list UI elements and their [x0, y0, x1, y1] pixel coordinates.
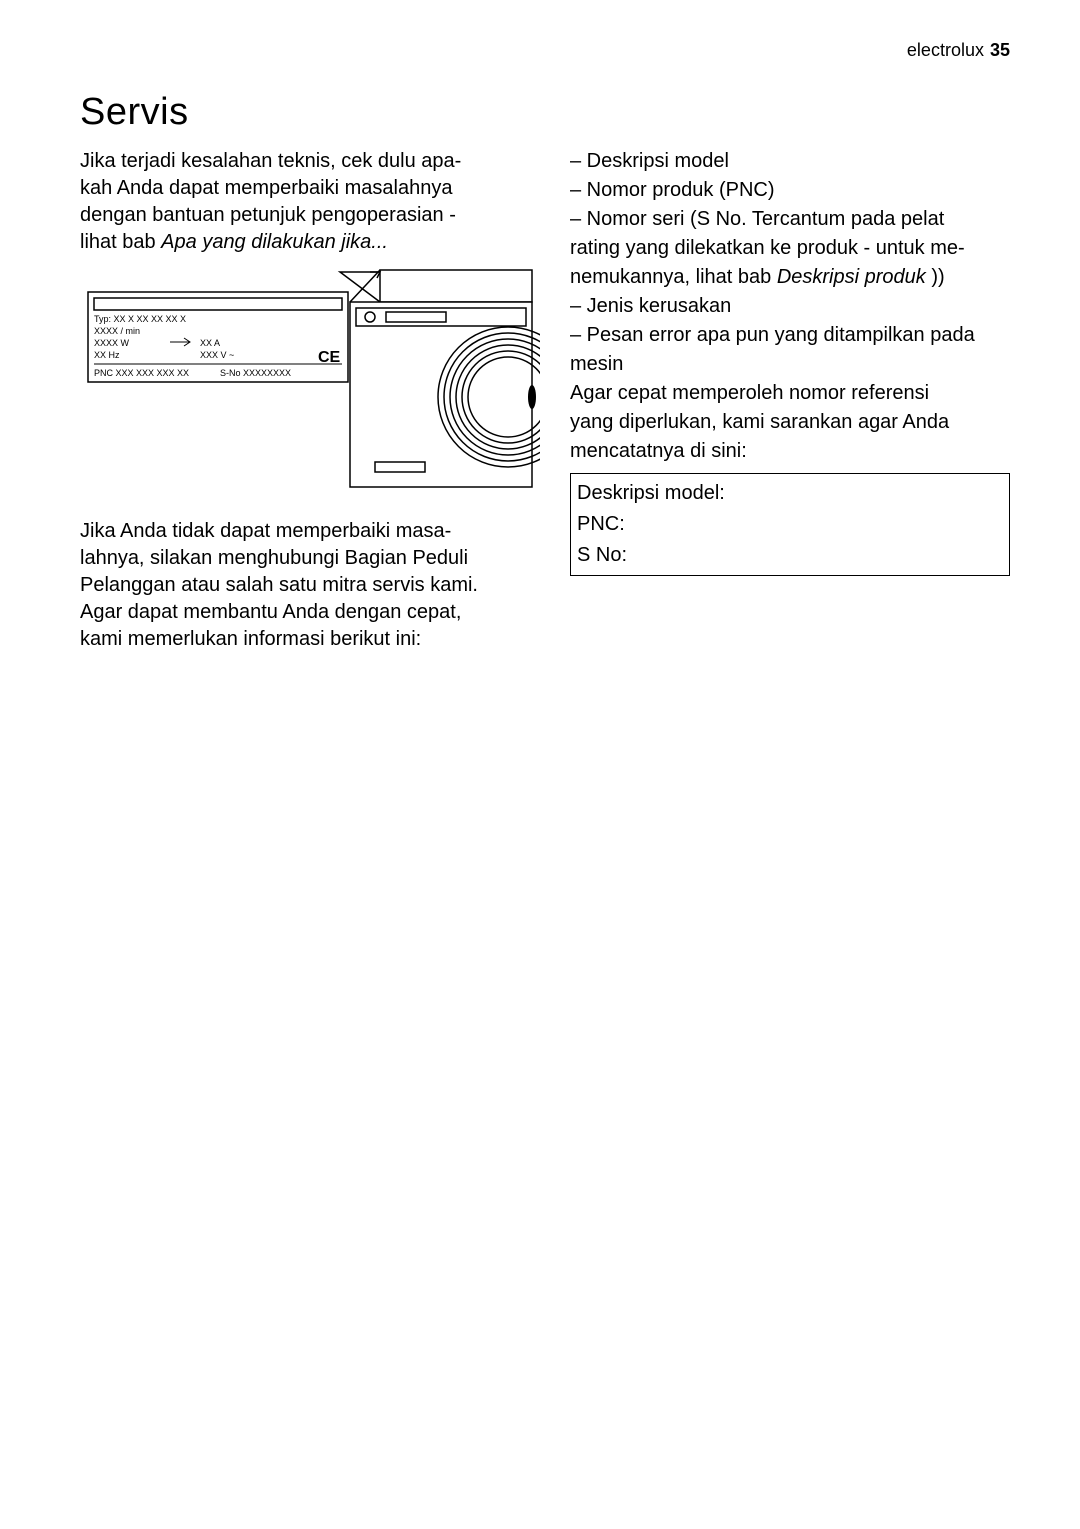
label-l2: XXXX / min — [94, 326, 140, 336]
box-sno-label: S No: — [577, 540, 1003, 571]
label-l1: Typ: XX X XX XX XX X — [94, 314, 186, 324]
reference-box: Deskripsi model: PNC: S No: — [570, 473, 1010, 576]
bullet-serial-c: nemukannya, lihat bab Deskripsi produk )… — [570, 264, 1010, 291]
rating-plate-diagram: Typ: XX X XX XX XX X XXXX / min XXXX W X… — [80, 262, 540, 500]
left-column: Jika terjadi kesalahan teknis, cek dulu … — [80, 148, 540, 659]
label-l3b: XX A — [200, 338, 220, 348]
text: Agar dapat membantu Anda dengan cepat, — [80, 601, 461, 623]
chapter-ref: Deskripsi produk — [777, 266, 926, 288]
text: Jika terjadi kesalahan teknis, cek dulu … — [80, 150, 461, 172]
right-column: – Deskripsi model – Nomor produk (PNC) –… — [570, 148, 1010, 659]
bullet-pnc: – Nomor produk (PNC) — [570, 177, 1010, 204]
brand-text: electrolux — [907, 40, 984, 60]
text: dengan bantuan petunjuk pengoperasian - — [80, 204, 456, 226]
page-header: electrolux 35 — [80, 40, 1010, 61]
text: nemukannya, lihat bab — [570, 266, 777, 288]
label-l4b: XXX V ~ — [200, 350, 234, 360]
label-l4a: XX Hz — [94, 350, 120, 360]
text: kah Anda dapat memperbaiki masalahnya — [80, 177, 452, 199]
text: Pelanggan atau salah satu mitra servis k… — [80, 574, 478, 596]
note-c: mencatatnya di sini: — [570, 438, 1010, 465]
note-a: Agar cepat memperoleh nomor referensi — [570, 380, 1010, 407]
bullet-serial-a: – Nomor seri (S No. Tercantum pada pelat — [570, 206, 1010, 233]
contact-paragraph: Jika Anda tidak dapat memperbaiki masa- … — [80, 518, 540, 653]
page: electrolux 35 Servis Jika terjadi kesalah… — [0, 0, 1080, 1529]
page-number: 35 — [990, 40, 1010, 60]
box-pnc-label: PNC: — [577, 509, 1003, 540]
bullet-serial-b: rating yang dilekatkan ke produk - untuk… — [570, 235, 1010, 262]
bullet-damage: – Jenis kerusakan — [570, 293, 1010, 320]
text: lahnya, silakan menghubungi Bagian Pedul… — [80, 547, 468, 569]
two-column-layout: Jika terjadi kesalahan teknis, cek dulu … — [80, 148, 1010, 659]
label-l3a: XXXX W — [94, 338, 130, 348]
section-title: Servis — [80, 91, 1010, 134]
bullet-error-a: – Pesan error apa pun yang ditampilkan p… — [570, 322, 1010, 349]
intro-paragraph: Jika terjadi kesalahan teknis, cek dulu … — [80, 148, 540, 256]
box-model-label: Deskripsi model: — [577, 478, 1003, 509]
label-l5b: S-No XXXXXXXX — [220, 368, 291, 378]
text: kami memerlukan informasi berikut ini: — [80, 628, 421, 650]
text: )) — [926, 266, 945, 288]
bullet-error-b: mesin — [570, 351, 1010, 378]
note-b: yang diperlukan, kami sarankan agar Anda — [570, 409, 1010, 436]
text: lihat bab — [80, 231, 161, 253]
text: Jika Anda tidak dapat memperbaiki masa- — [80, 520, 451, 542]
bullet-model: – Deskripsi model — [570, 148, 1010, 175]
label-l5a: PNC XXX XXX XXX XX — [94, 368, 189, 378]
svg-text:CE: CE — [318, 349, 341, 366]
chapter-ref: Apa yang dilakukan jika... — [161, 231, 388, 253]
